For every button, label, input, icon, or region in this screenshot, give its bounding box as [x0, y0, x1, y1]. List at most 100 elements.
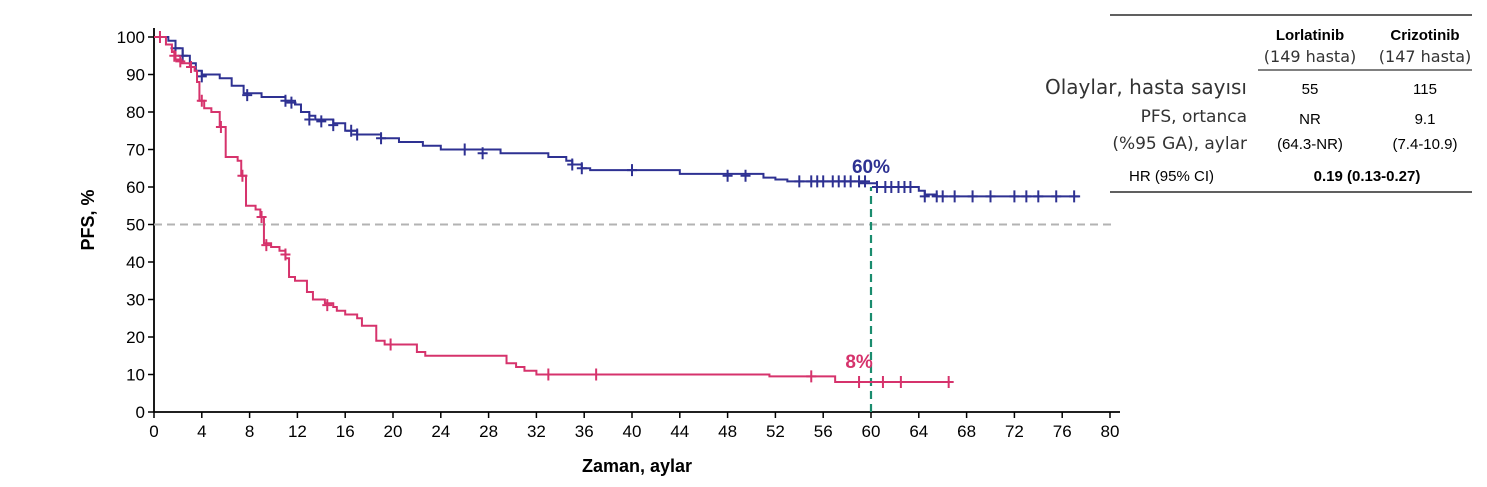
y-tick-label: 90	[126, 66, 145, 85]
censor-mark-lorlatinib	[242, 89, 253, 102]
summary-table: Lorlatinib (149 hasta) Crizotinib (147 h…	[1045, 14, 1472, 193]
series-label-lorlatinib: 60%	[852, 157, 890, 178]
censor-mark-lorlatinib	[346, 124, 357, 137]
x-tick-label: 8	[245, 422, 254, 441]
x-axis-title: Zaman, aylar	[582, 456, 692, 476]
y-tick-label: 30	[126, 291, 145, 310]
y-tick-label: 40	[126, 253, 145, 272]
x-tick-label: 80	[1101, 422, 1120, 441]
censor-mark-lorlatinib	[1021, 190, 1032, 203]
censor-mark-lorlatinib	[376, 132, 387, 145]
y-tick-label: 10	[126, 366, 145, 385]
cell-pfs-lorlatinib-1: NR	[1299, 111, 1321, 128]
censor-mark-crizotinib	[895, 376, 906, 388]
x-tick-label: 64	[909, 422, 928, 441]
censor-mark-crizotinib	[196, 94, 207, 107]
cell-hr-value: 0.19 (0.13-0.27)	[1314, 168, 1421, 185]
x-tick-label: 28	[479, 422, 498, 441]
censor-mark-lorlatinib	[919, 190, 930, 203]
series-labels: 60% 8%	[845, 157, 890, 373]
censor-mark-crizotinib	[169, 49, 180, 62]
x-tick-label: 44	[670, 422, 689, 441]
censor-mark-crizotinib	[943, 376, 954, 388]
censor-mark-lorlatinib	[286, 96, 297, 109]
y-tick-label: 70	[126, 141, 145, 160]
x-tick-label: 52	[766, 422, 785, 441]
censor-mark-lorlatinib	[967, 190, 978, 203]
censor-mark-lorlatinib	[459, 143, 470, 156]
censor-mark-lorlatinib	[905, 181, 916, 193]
series-line-crizotinib	[154, 36, 949, 383]
censor-mark-lorlatinib	[1069, 190, 1080, 203]
censor-mark-lorlatinib	[818, 175, 829, 188]
censor-mark-lorlatinib	[845, 175, 856, 188]
censor-mark-lorlatinib	[1033, 190, 1044, 203]
x-tick-label: 0	[149, 422, 158, 441]
col-sub-lorlatinib: (149 hasta)	[1264, 47, 1356, 66]
censor-mark-lorlatinib	[576, 162, 587, 175]
x-tick-label: 12	[288, 422, 307, 441]
censor-mark-lorlatinib	[477, 147, 488, 160]
censor-mark-lorlatinib	[1051, 190, 1062, 203]
cell-events-lorlatinib: 55	[1302, 81, 1319, 98]
censor-mark-lorlatinib	[871, 181, 882, 193]
censor-mark-crizotinib	[877, 376, 888, 388]
censor-mark-crizotinib	[806, 370, 817, 383]
censor-mark-lorlatinib	[567, 158, 578, 171]
censor-mark-crizotinib	[591, 368, 602, 381]
censor-mark-lorlatinib	[860, 175, 871, 188]
x-tick-label: 16	[336, 422, 355, 441]
censor-mark-lorlatinib	[794, 175, 805, 188]
x-tick-label: 48	[718, 422, 737, 441]
censor-mark-lorlatinib	[1009, 190, 1020, 203]
row-label-hr: HR (95% CI)	[1129, 168, 1214, 185]
col-header-crizotinib: Crizotinib	[1390, 27, 1459, 44]
x-tick-label: 4	[197, 422, 206, 441]
censor-mark-crizotinib	[280, 248, 291, 261]
censor-mark-crizotinib	[175, 55, 186, 68]
censor-mark-crizotinib	[154, 31, 165, 43]
series-label-crizotinib: 8%	[845, 352, 873, 373]
censor-mark-crizotinib	[543, 368, 554, 381]
y-tick-label: 0	[136, 403, 145, 422]
x-tick-label: 60	[862, 422, 881, 441]
x-tick-label: 68	[957, 422, 976, 441]
x-tick-label: 76	[1053, 422, 1072, 441]
censor-mark-lorlatinib	[949, 190, 960, 203]
censor-mark-lorlatinib	[985, 190, 996, 203]
x-tick-label: 56	[814, 422, 833, 441]
censor-mark-crizotinib	[385, 338, 396, 351]
censor-mark-crizotinib	[186, 61, 197, 73]
censor-mark-crizotinib	[237, 169, 248, 182]
censor-mark-lorlatinib	[722, 169, 733, 182]
censor-mark-lorlatinib	[937, 190, 948, 203]
censor-mark-lorlatinib	[328, 119, 339, 132]
y-ticks: 0 10 20 30 40 50 60 70 80 90 100	[117, 28, 154, 422]
series-group	[154, 31, 1081, 388]
col-header-lorlatinib: Lorlatinib	[1276, 27, 1344, 44]
x-tick-label: 72	[1005, 422, 1024, 441]
x-tick-label: 20	[384, 422, 403, 441]
col-sub-crizotinib: (147 hasta)	[1379, 47, 1471, 66]
censor-mark-crizotinib	[256, 211, 267, 223]
y-tick-label: 20	[126, 328, 145, 347]
y-tick-label: 100	[117, 28, 145, 47]
x-ticks: 0 4 8 12 16 20 24 28 32 36 40 44 48 52 56 60 64 68 72 76 80	[149, 412, 1119, 441]
censor-mark-crizotinib	[322, 299, 333, 312]
cell-pfs-lorlatinib-2: (64.3-NR)	[1277, 136, 1343, 153]
censor-mark-lorlatinib	[316, 115, 327, 128]
cell-pfs-crizotinib-1: 9.1	[1415, 111, 1436, 128]
reference-lines	[154, 187, 1115, 412]
censor-mark-crizotinib	[854, 376, 865, 388]
censor-mark-lorlatinib	[740, 169, 751, 182]
cell-events-crizotinib: 115	[1413, 81, 1437, 98]
censor-mark-lorlatinib	[196, 70, 207, 83]
x-tick-label: 32	[527, 422, 546, 441]
y-tick-label: 60	[126, 178, 145, 197]
y-axis-title: PFS, %	[78, 189, 98, 250]
y-tick-label: 50	[126, 216, 145, 235]
x-tick-label: 36	[575, 422, 594, 441]
cell-pfs-crizotinib-2: (7.4-10.9)	[1392, 136, 1457, 153]
x-tick-label: 40	[623, 422, 642, 441]
